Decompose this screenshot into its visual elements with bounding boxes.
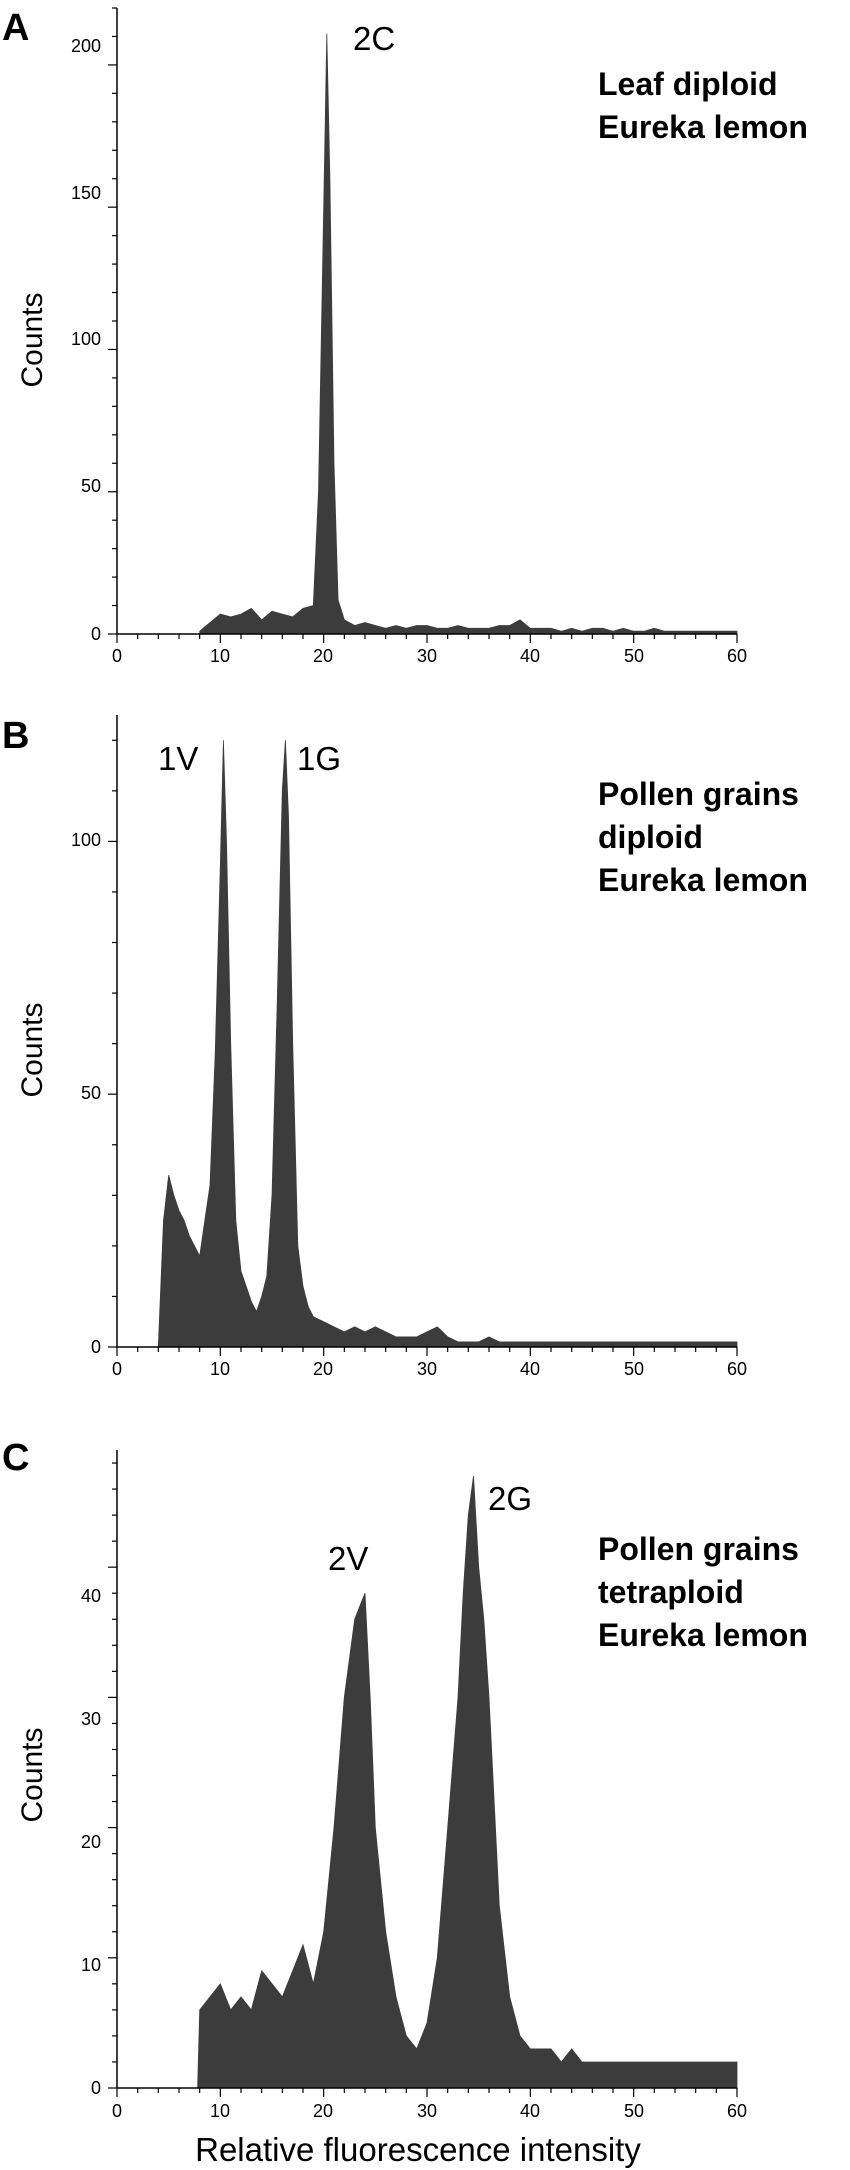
y-tick-label: 50 (81, 476, 101, 496)
x-tick-labels-c: 0 10 20 30 40 50 60 (112, 2101, 747, 2121)
series-layer-b (157, 740, 738, 1348)
sample-line: tetraploid (598, 1574, 744, 1610)
histogram-area-b (157, 740, 738, 1348)
sample-line: Eureka lemon (598, 109, 808, 145)
x-tick-label: 60 (727, 1359, 747, 1379)
x-tick-label: 20 (313, 646, 333, 666)
y-tick-label: 20 (81, 1832, 101, 1852)
panel-c: C 0 10 20 30 40 0 10 20 30 40 50 60 Coun… (2, 1437, 808, 2168)
x-tick-labels-b: 0 10 20 30 40 50 60 (112, 1359, 747, 1379)
sample-description-a: Leaf diploid Eureka lemon (598, 66, 808, 145)
x-tick-label: 0 (112, 646, 122, 666)
panel-letter-b: B (2, 715, 29, 757)
y-axis-label-b: Counts (16, 1002, 49, 1097)
panel-letter-c: C (2, 1437, 29, 1479)
peak-label-2g: 2G (488, 1480, 532, 1517)
x-axis-label-c: Relative fluorescence intensity (195, 2131, 641, 2168)
x-tick-label: 60 (727, 2101, 747, 2121)
panel-b: B 0 50 100 0 10 20 30 40 50 60 Counts 1V… (2, 715, 808, 1379)
peak-label-1g: 1G (297, 740, 341, 777)
y-tick-label: 100 (71, 830, 101, 850)
peak-label-2v: 2V (328, 1540, 368, 1577)
x-tick-label: 30 (417, 2101, 437, 2121)
x-tick-label: 10 (210, 2101, 230, 2121)
x-tick-label: 0 (112, 2101, 122, 2121)
y-tick-label: 100 (71, 329, 101, 349)
y-tick-label: 0 (91, 2078, 101, 2098)
y-tick-label: 10 (81, 1955, 101, 1975)
y-tick-labels-c: 0 10 20 30 40 (81, 1586, 101, 2098)
peak-label-2c: 2C (353, 20, 395, 57)
sample-description-c: Pollen grains tetraploid Eureka lemon (598, 1531, 808, 1653)
x-tick-label: 30 (417, 646, 437, 666)
sample-line: diploid (598, 819, 703, 855)
x-tick-label: 30 (417, 1359, 437, 1379)
ticks-a (108, 7, 738, 643)
ticks-c (108, 1462, 738, 2097)
sample-description-b: Pollen grains diploid Eureka lemon (598, 776, 808, 898)
sample-line: Pollen grains (598, 776, 799, 812)
x-tick-label: 0 (112, 1359, 122, 1379)
sample-line: Leaf diploid (598, 66, 778, 102)
y-tick-label: 50 (81, 1083, 101, 1103)
y-tick-label: 30 (81, 1709, 101, 1729)
y-tick-label: 0 (91, 1337, 101, 1357)
y-tick-label: 0 (91, 624, 101, 644)
sample-line: Pollen grains (598, 1531, 799, 1567)
panel-letter-a: A (2, 7, 29, 49)
y-tick-labels-a: 0 50 100 150 200 (71, 36, 101, 644)
ticks-b (108, 739, 738, 1356)
y-tick-label: 150 (71, 183, 101, 203)
x-tick-label: 20 (313, 1359, 333, 1379)
x-tick-label: 10 (210, 1359, 230, 1379)
panel-a: A 0 50 100 150 200 0 10 20 30 40 50 60 C… (2, 7, 808, 666)
x-tick-label: 20 (313, 2101, 333, 2121)
y-axis-label-a: Counts (16, 292, 49, 387)
sample-line: Eureka lemon (598, 862, 808, 898)
peak-label-1v: 1V (158, 740, 198, 777)
sample-line: Eureka lemon (598, 1617, 808, 1653)
series-layer-a (199, 33, 738, 635)
y-tick-label: 200 (71, 36, 101, 56)
histogram-area-a (199, 33, 738, 635)
x-tick-label: 40 (520, 646, 540, 666)
y-tick-label: 40 (81, 1586, 101, 1606)
x-tick-label: 40 (520, 2101, 540, 2121)
x-tick-label: 50 (624, 646, 644, 666)
x-tick-labels-a: 0 10 20 30 40 50 60 (112, 646, 747, 666)
y-axis-label-c: Counts (16, 1727, 49, 1822)
x-tick-label: 50 (624, 1359, 644, 1379)
x-tick-label: 50 (624, 2101, 644, 2121)
series-layer-c (197, 1475, 738, 2089)
x-tick-label: 40 (520, 1359, 540, 1379)
y-tick-labels-b: 0 50 100 (71, 830, 101, 1357)
x-tick-label: 60 (727, 646, 747, 666)
x-tick-label: 10 (210, 646, 230, 666)
histogram-area-c (197, 1475, 738, 2089)
